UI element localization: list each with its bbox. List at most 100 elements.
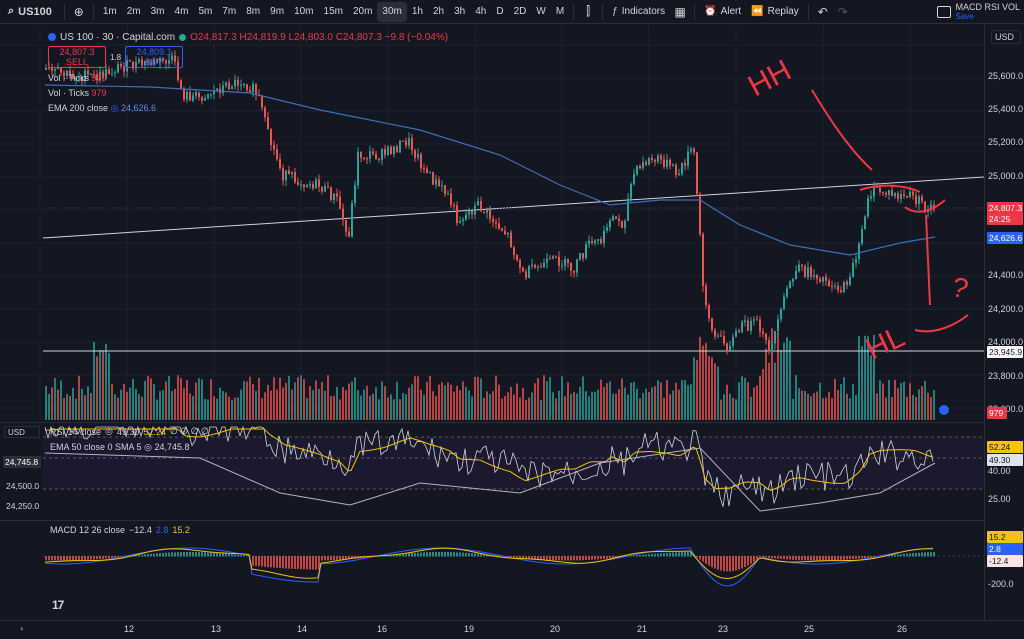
timeframe-7m[interactable]: 7m <box>222 6 237 17</box>
macd-histogram-bar <box>336 556 338 560</box>
macd-histogram-bar <box>264 556 266 567</box>
timezone-icon[interactable]: ◐ <box>20 624 25 633</box>
timeframe-8m[interactable]: 8m <box>246 6 261 17</box>
rsi-chart[interactable] <box>0 423 984 519</box>
timeframe-W[interactable]: W <box>536 6 546 17</box>
timeframe-1h[interactable]: 1h <box>411 6 423 17</box>
currency-badge[interactable]: USD <box>991 30 1021 44</box>
replay-label: Replay <box>767 6 799 17</box>
macd-histogram-bar <box>114 556 116 558</box>
left-currency-badge[interactable]: USD <box>4 426 40 438</box>
templates-icon[interactable]: ▦ <box>674 4 686 19</box>
volume-bar <box>231 399 233 420</box>
price-axis[interactable]: USD 25,600.0 25,400.0 25,200.0 25,000.0 … <box>984 25 1024 620</box>
timeframe-2m[interactable]: 2m <box>126 6 141 17</box>
layout-name[interactable]: MACD RSI VOL Save <box>955 3 1020 22</box>
timeframe-4m[interactable]: 4m <box>174 6 189 17</box>
macd-histogram-bar <box>252 556 254 566</box>
timeframe-2D[interactable]: 2D <box>513 6 527 17</box>
volume-bar <box>135 389 137 420</box>
undo-icon[interactable]: ↶ <box>817 4 828 19</box>
volume-bar <box>198 378 200 420</box>
timeframe-20m[interactable]: 20m <box>352 6 373 17</box>
macd-histogram-bar <box>171 552 173 557</box>
volume-bar <box>789 340 791 420</box>
candle-body <box>489 209 491 219</box>
volume-bar <box>585 391 587 420</box>
macd-histogram-bar <box>507 556 509 557</box>
legend-title[interactable]: US 100 · 30 · Capital.com <box>60 31 176 43</box>
timeframe-3h[interactable]: 3h <box>454 6 466 17</box>
candle-body <box>906 195 908 198</box>
volume-bar <box>546 381 548 420</box>
symbol-search[interactable]: ⌕ US100 <box>0 0 60 24</box>
candle-body <box>609 220 611 228</box>
macd-histogram-bar <box>225 553 227 557</box>
sell-button[interactable]: 24,807.3 SELL <box>48 46 106 68</box>
macd-histogram-bar <box>561 556 563 561</box>
volume-bar <box>420 389 422 420</box>
time-axis[interactable]: 12 13 14 16 19 20 21 23 25 26 ◐ <box>0 620 1024 639</box>
volume-bar <box>714 363 716 420</box>
macd-signal-value: 15.2 <box>172 525 190 535</box>
volume-bar <box>792 398 794 420</box>
volume-bar <box>153 383 155 420</box>
candle-body <box>168 60 170 64</box>
candle-body <box>573 270 575 273</box>
macd-histogram-bar <box>633 555 635 557</box>
volume-legend-1[interactable]: Vol · Ticks 979 <box>48 73 107 83</box>
candle-body <box>786 288 788 297</box>
candle-body <box>879 187 881 192</box>
timeframe-9m[interactable]: 9m <box>270 6 285 17</box>
compare-add-icon[interactable]: ⊕ <box>73 4 84 19</box>
timeframe-1m[interactable]: 1m <box>102 6 117 17</box>
macd-histogram-bar <box>690 552 692 557</box>
volume-bar <box>786 337 788 420</box>
volume-bar <box>516 383 518 420</box>
volume-bar <box>414 376 416 420</box>
candles-icon[interactable]: ⫿ <box>586 4 591 18</box>
timeframe-2h[interactable]: 2h <box>433 6 445 17</box>
timeframe-5m[interactable]: 5m <box>198 6 213 17</box>
alert-button[interactable]: ⏰ Alert <box>699 2 746 22</box>
timeframe-15m[interactable]: 15m <box>323 6 343 17</box>
timeframe-10m[interactable]: 10m <box>294 6 314 17</box>
rsi-pane[interactable] <box>0 422 984 518</box>
candle-body <box>801 264 803 267</box>
timeframe-3m[interactable]: 3m <box>150 6 165 17</box>
macd-histogram-bar <box>246 555 248 557</box>
main-chart-pane[interactable]: HH HL? <box>0 25 985 420</box>
timeframe-4h[interactable]: 4h <box>475 6 487 17</box>
redo-icon[interactable]: ↷ <box>837 4 848 19</box>
timeframe-M[interactable]: M <box>555 6 565 17</box>
indicators-button[interactable]: ƒ Indicators <box>607 2 670 22</box>
sma-legend[interactable]: EMA 50 close 0 SMA 5 ◎ 24,745.8 <box>50 442 189 453</box>
macd-histogram-bar <box>657 553 659 557</box>
tradingview-logo[interactable]: 17 <box>52 598 64 612</box>
volume-bar <box>675 382 677 420</box>
timeframe-D[interactable]: D <box>496 6 504 17</box>
volume-legend-2[interactable]: Vol · Ticks 979 <box>48 88 107 98</box>
candle-body <box>594 240 596 244</box>
ema-legend[interactable]: EMA 200 close ◎ 24,626.6 <box>48 103 156 114</box>
replay-button[interactable]: ⏪ Replay <box>746 2 804 22</box>
candle-body <box>744 320 746 323</box>
volume-bar <box>201 379 203 420</box>
macd-histogram-bar <box>243 555 245 557</box>
rsi-legend[interactable]: RSI 14 close ◎ 49.30 52.24 ∅ ∅ ∅ ∅ <box>50 426 209 437</box>
macd-chart[interactable] <box>0 521 984 621</box>
macd-histogram-bar <box>699 556 701 560</box>
buy-button[interactable]: 24,809.1 BUY <box>125 46 184 68</box>
timeframe-30m[interactable]: 30m <box>377 1 407 22</box>
macd-legend[interactable]: MACD 12 26 close −12.4 2.8 15.2 <box>50 525 190 535</box>
volume-bar <box>576 393 578 420</box>
volume-bar <box>423 394 425 420</box>
macd-pane[interactable] <box>0 520 984 620</box>
layout-icon[interactable] <box>937 6 952 18</box>
time-label: 21 <box>637 624 648 634</box>
sell-price: 24,807.3 <box>59 47 95 57</box>
volume-bar <box>339 399 341 420</box>
volume-bar <box>276 389 278 420</box>
candle-body <box>309 183 311 186</box>
